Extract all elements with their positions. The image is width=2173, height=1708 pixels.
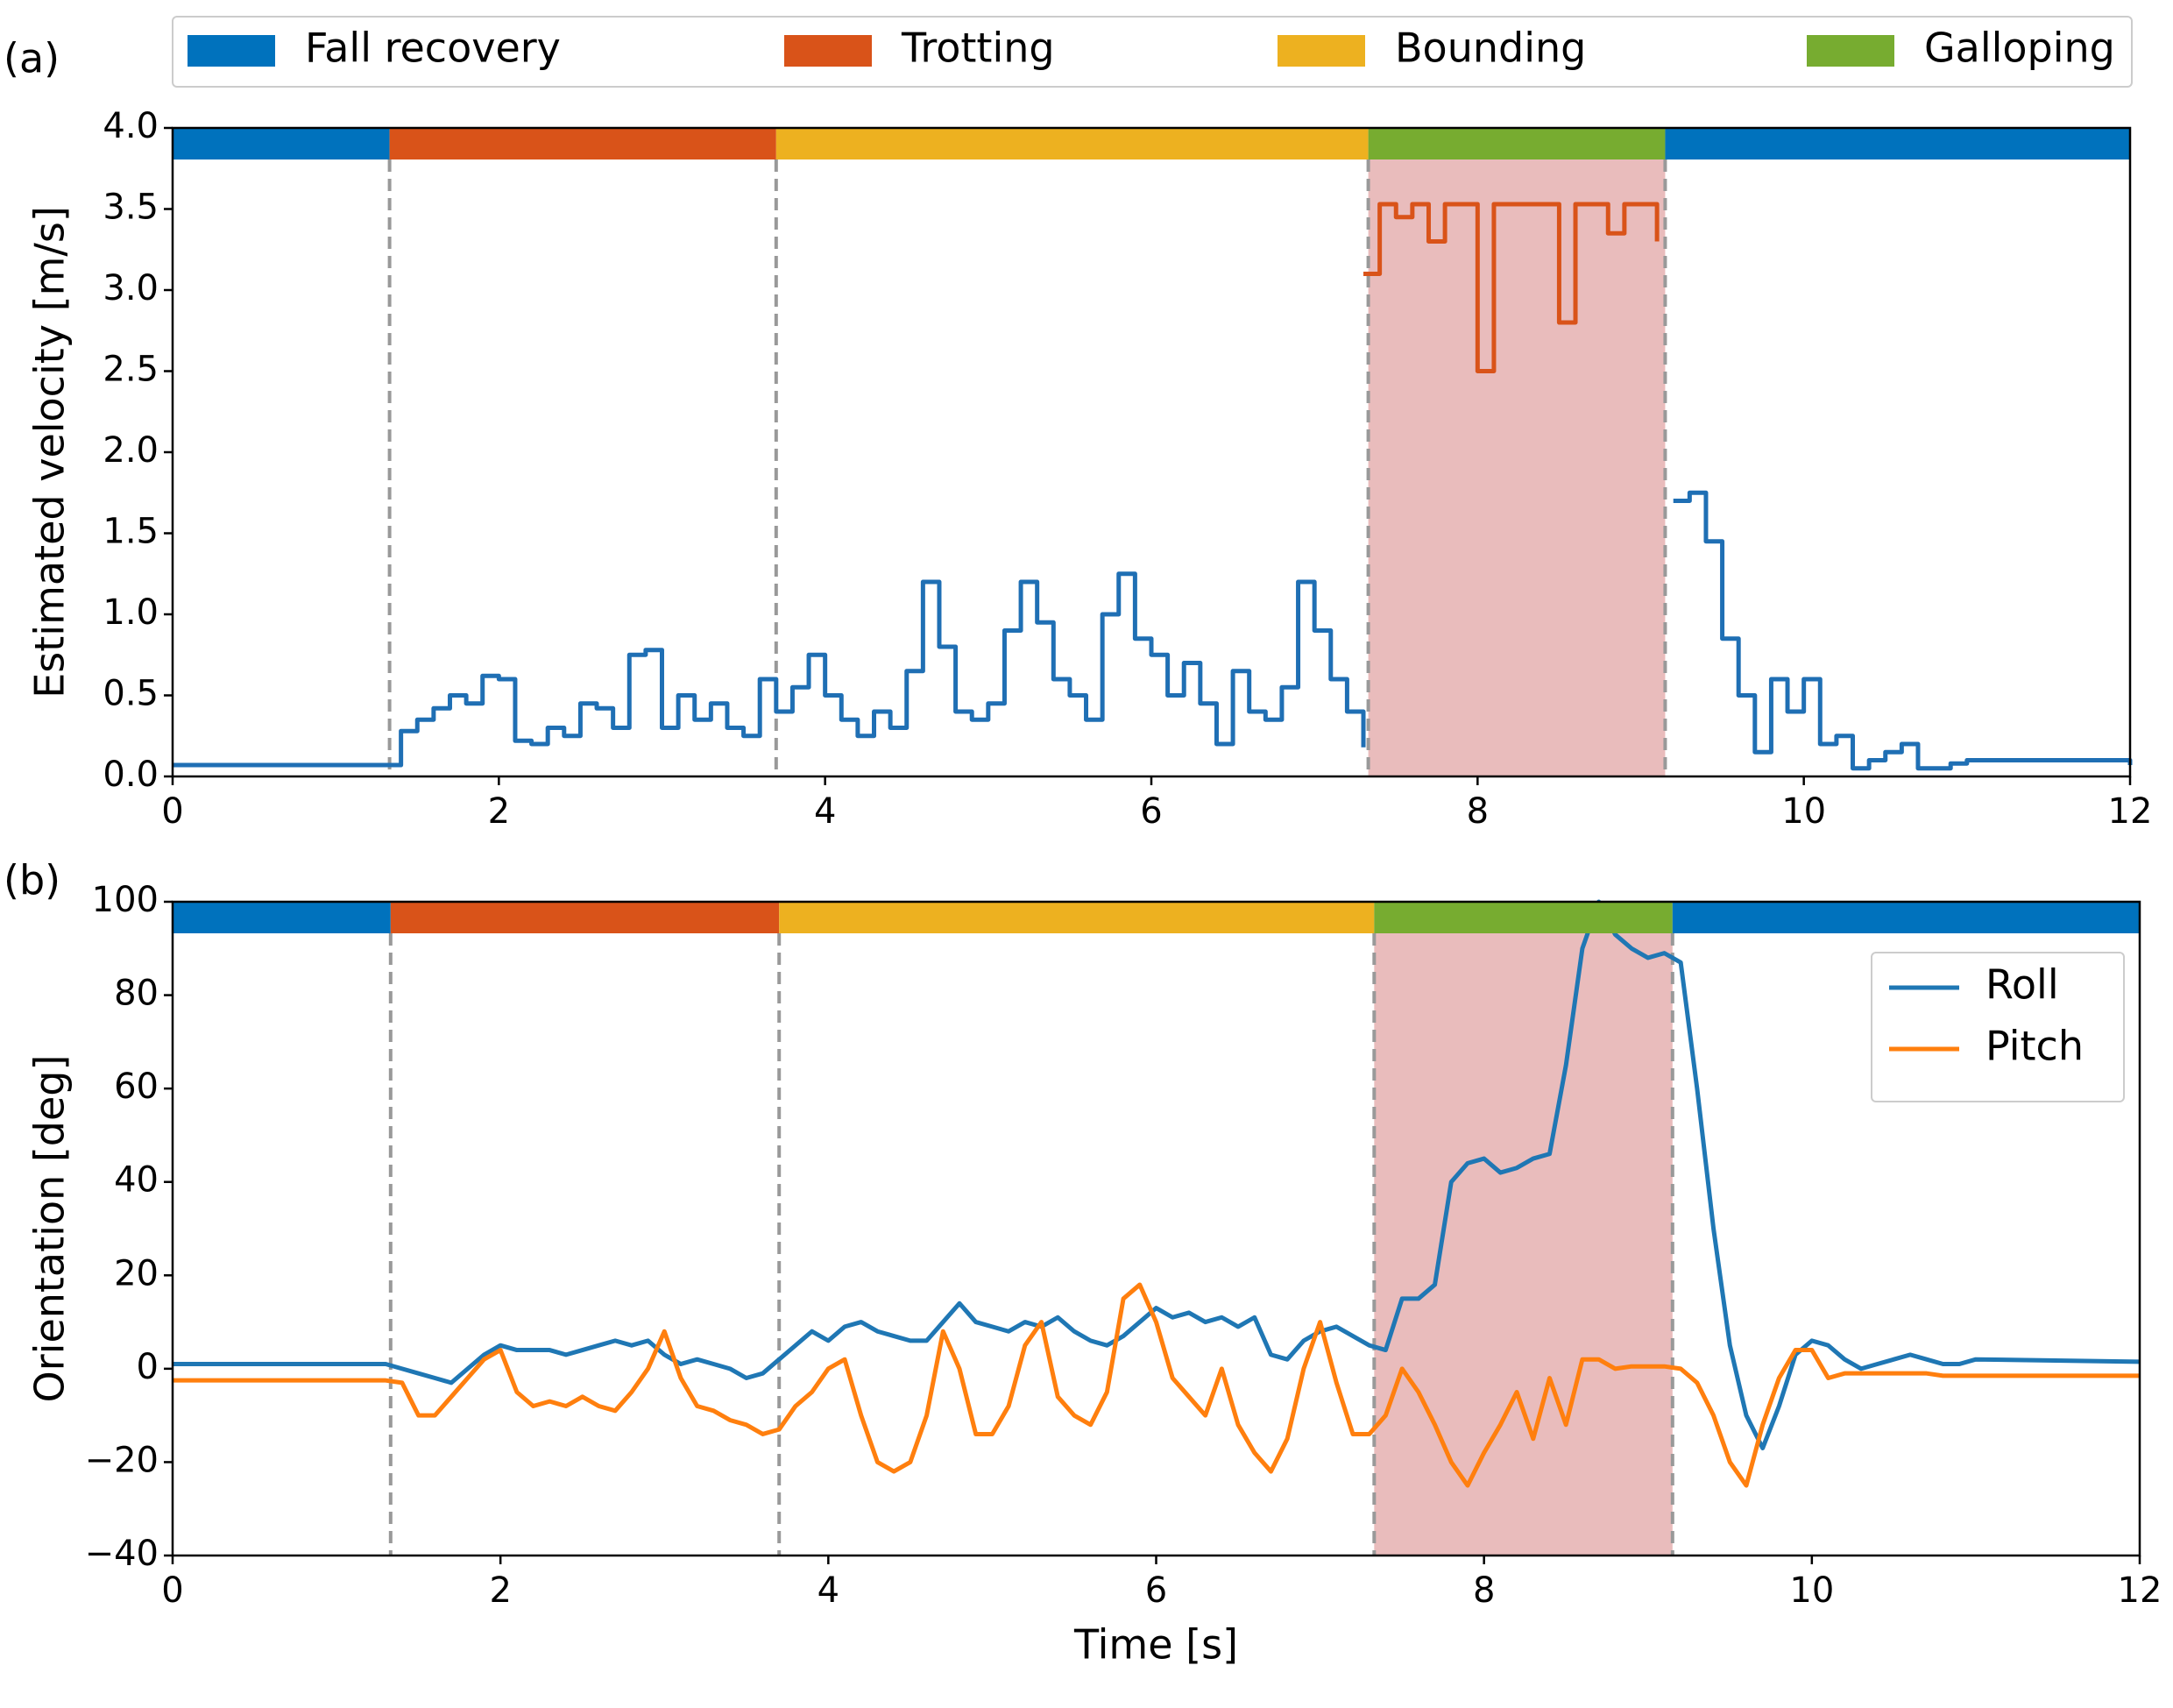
x-tick-label: 0: [161, 791, 183, 832]
y-axis-label: Orientation [deg]: [26, 1055, 74, 1403]
x-tick-label: 10: [1781, 791, 1826, 832]
y-tick-label: 3.5: [103, 188, 159, 228]
y-axis-label: Estimated velocity [m/s]: [26, 206, 74, 698]
y-tick-label: −40: [85, 1534, 159, 1574]
phase-bar: [1665, 128, 2130, 159]
phase-legend-patch: [784, 35, 872, 67]
x-tick-label: 6: [1140, 791, 1162, 832]
highlight-region: [1368, 159, 1666, 776]
y-tick-label: 2.5: [103, 350, 159, 390]
y-tick-label: 3.0: [103, 268, 159, 308]
x-tick-label: 8: [1467, 791, 1489, 832]
data-line: [173, 490, 2133, 771]
y-tick-label: 2.0: [103, 430, 159, 471]
x-tick-label: 4: [818, 1570, 839, 1611]
x-tick-label: 12: [2118, 1570, 2162, 1611]
phase-legend-patch: [1807, 35, 1894, 67]
phase-legend-box: [172, 16, 2133, 88]
highlight-region: [1374, 933, 1673, 1556]
phase-legend-patch: [1278, 35, 1365, 67]
x-axis-label: Time [s]: [1073, 1621, 1238, 1669]
phase-bar: [1672, 902, 2140, 933]
phase-bar: [1374, 902, 1673, 933]
panel-label: (a): [4, 35, 60, 82]
x-tick-label: 0: [161, 1570, 183, 1611]
y-tick-label: 1.0: [103, 592, 159, 633]
y-tick-label: 100: [92, 880, 159, 920]
phase-bar: [1368, 128, 1666, 159]
phase-legend-label: Bounding: [1395, 25, 1586, 72]
x-tick-label: 2: [488, 791, 510, 832]
axes-frame: [171, 900, 2141, 1557]
phase-legend-label: Fall recovery: [305, 25, 561, 72]
y-tick-label: 0.0: [103, 755, 159, 795]
x-tick-label: 6: [1145, 1570, 1167, 1611]
panel-label: (b): [4, 857, 60, 904]
phase-bar: [390, 902, 780, 933]
y-tick-label: 60: [114, 1067, 159, 1107]
data-line: [173, 1282, 2140, 1488]
phase-bar: [775, 128, 1369, 159]
y-tick-label: −20: [85, 1440, 159, 1480]
y-tick-label: 0: [137, 1347, 159, 1387]
y-tick-label: 20: [114, 1253, 159, 1293]
phase-bar: [173, 128, 390, 159]
phase-legend-patch: [188, 35, 275, 67]
legend-label: Roll: [1985, 961, 2059, 1009]
x-tick-label: 2: [489, 1570, 511, 1611]
phase-bar: [389, 128, 776, 159]
phase-legend-label: Galloping: [1924, 25, 2115, 72]
x-tick-label: 10: [1789, 1570, 1834, 1611]
data-line: [173, 899, 2141, 1450]
y-tick-label: 40: [114, 1160, 159, 1201]
y-tick-label: 4.0: [103, 106, 159, 146]
phase-bar: [173, 902, 391, 933]
legend-label: Pitch: [1985, 1023, 2084, 1070]
data-line: [1363, 202, 1660, 373]
phase-legend-label: Trotting: [901, 25, 1055, 72]
y-tick-label: 0.5: [103, 674, 159, 714]
phase-bar: [779, 902, 1375, 933]
y-tick-label: 80: [114, 974, 159, 1014]
x-tick-label: 8: [1473, 1570, 1495, 1611]
y-tick-label: 1.5: [103, 512, 159, 552]
x-tick-label: 12: [2108, 791, 2153, 832]
axes-frame: [171, 126, 2132, 778]
x-tick-label: 4: [814, 791, 836, 832]
